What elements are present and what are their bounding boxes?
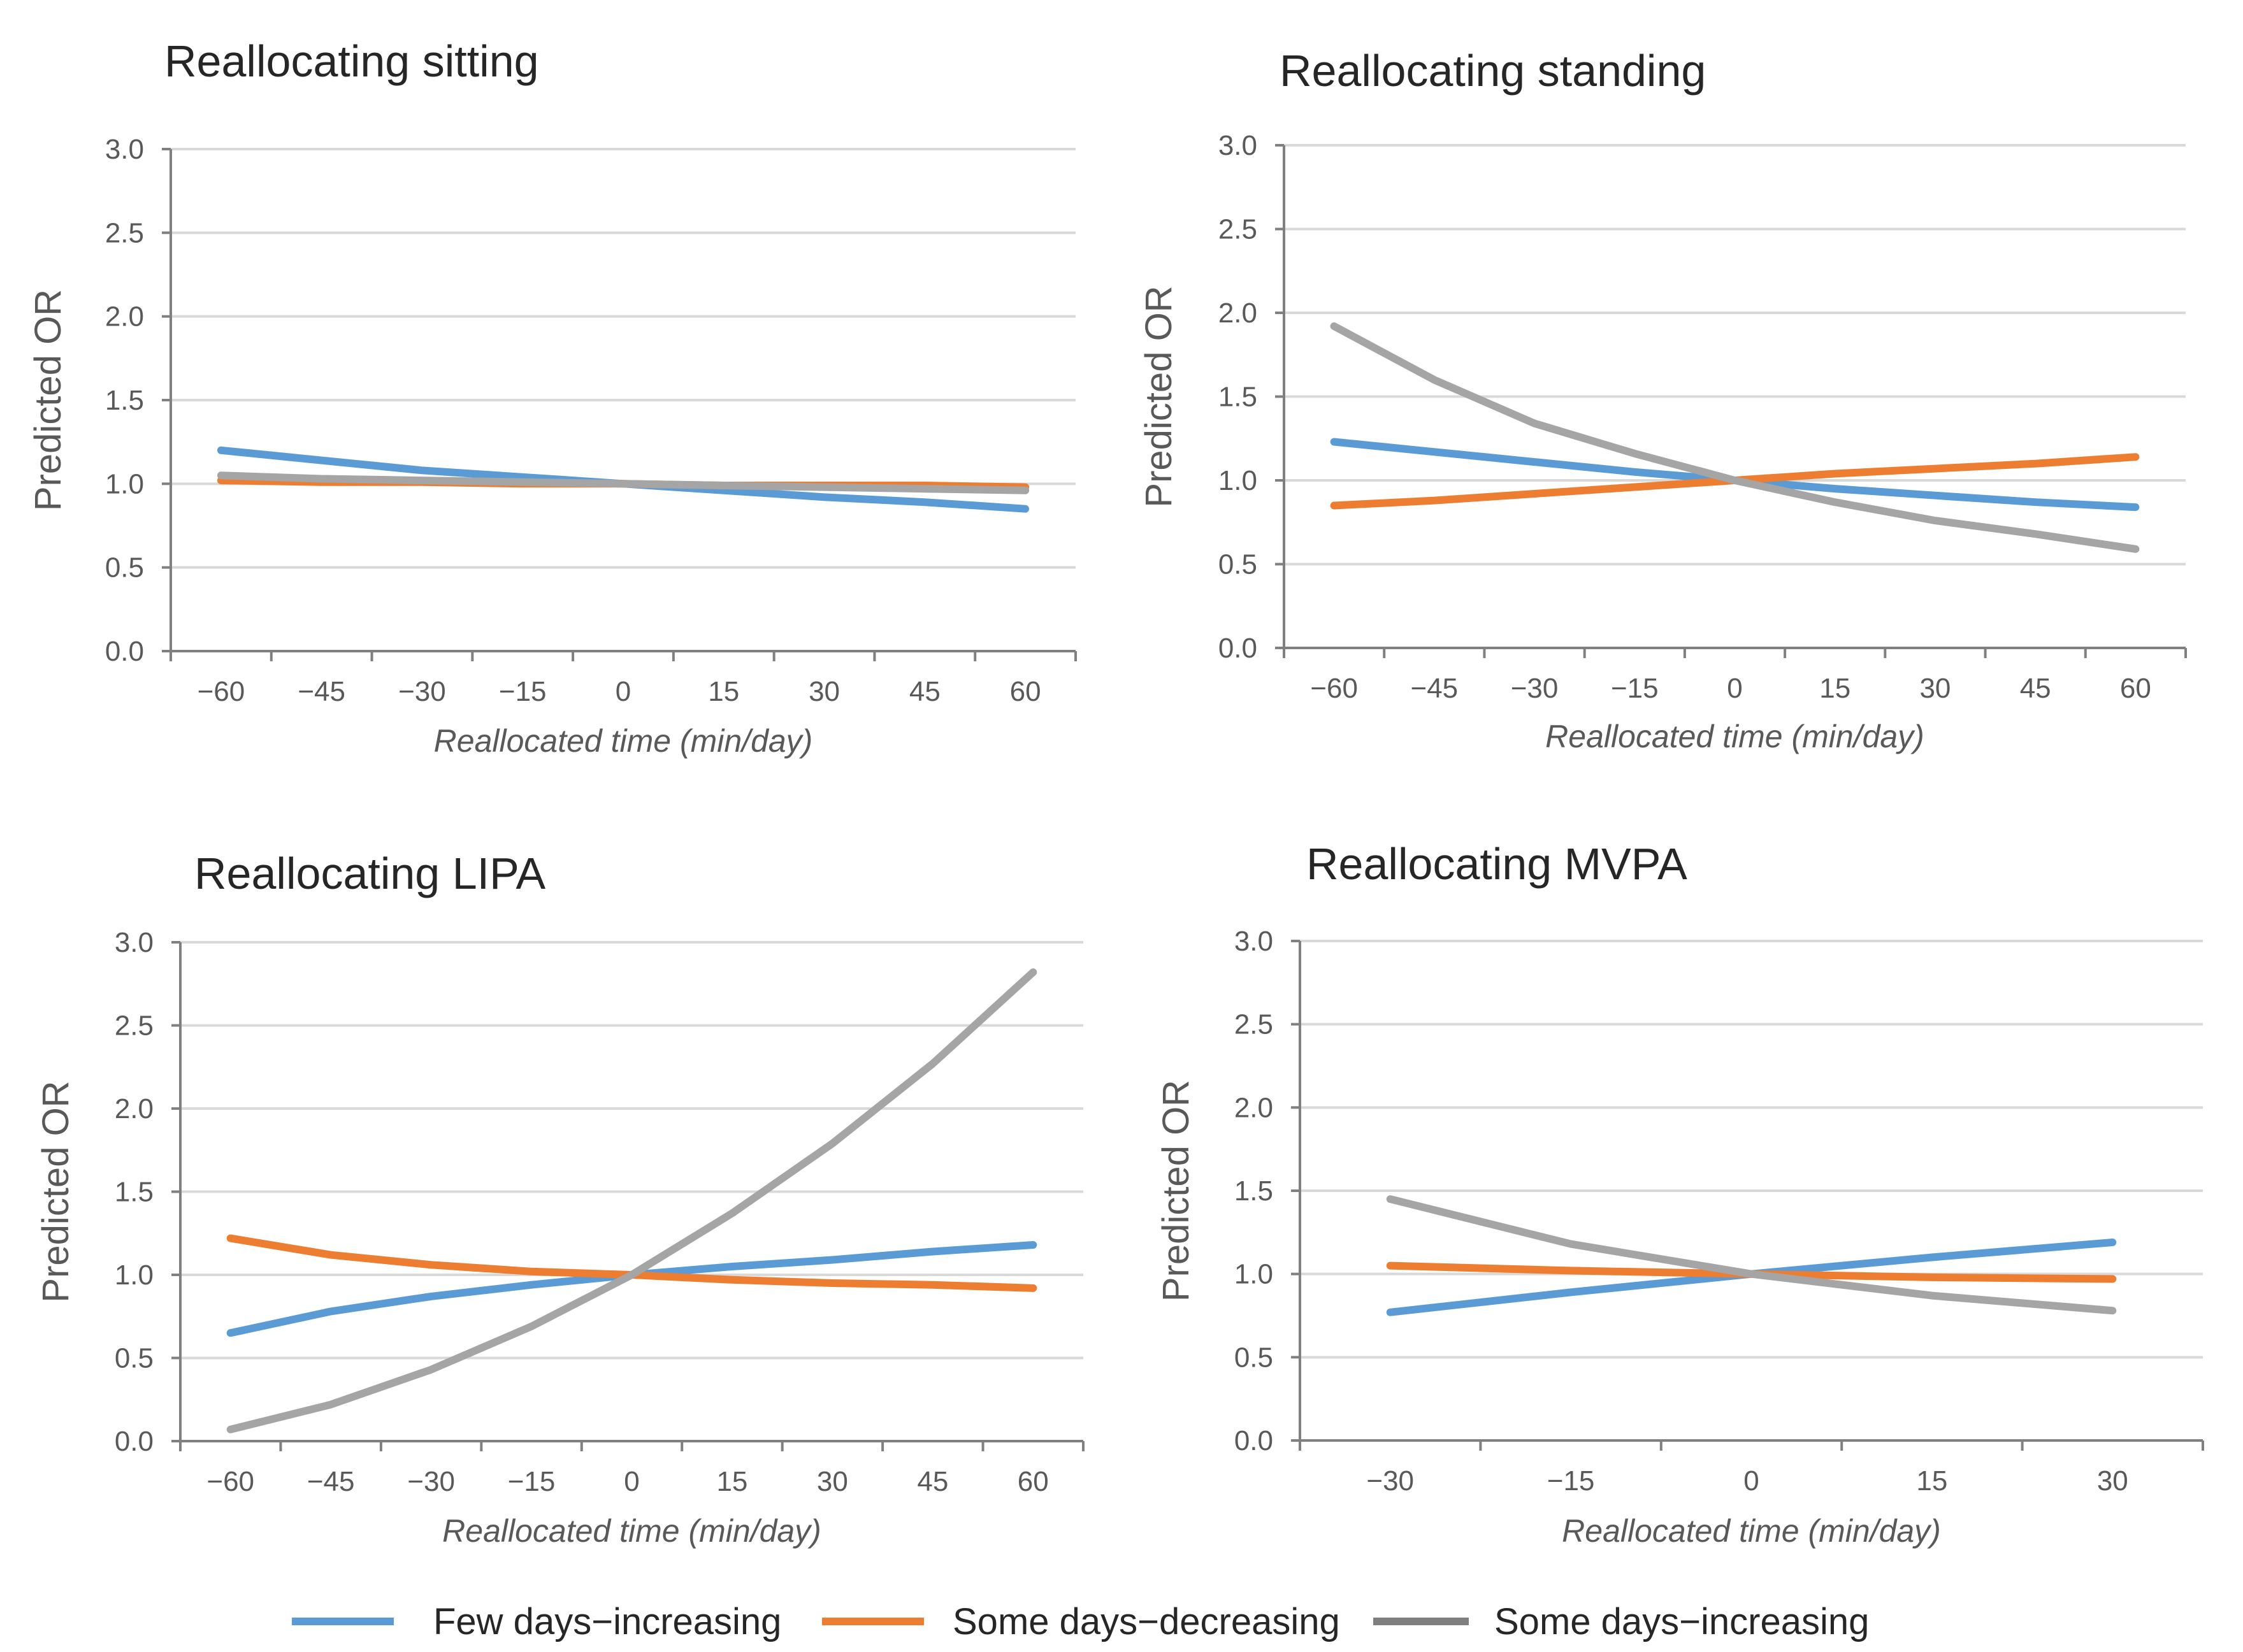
y-axis-label: Predicted OR <box>27 289 69 511</box>
series-line-3 <box>1330 322 2140 553</box>
chart-title: Reallocating LIPA <box>194 849 546 898</box>
x-tick-label: −30 <box>1366 1465 1414 1497</box>
y-tick-label: 1.5 <box>105 385 144 416</box>
y-tick-label: 0.5 <box>1218 549 1257 580</box>
x-axis-label: Reallocated time (min/day) <box>442 1513 821 1549</box>
x-tick-label: −30 <box>1511 673 1559 704</box>
y-tick-label: 0.5 <box>105 552 144 584</box>
y-tick-label: 1.0 <box>1234 1259 1273 1290</box>
y-tick-label: 2.0 <box>115 1093 154 1124</box>
x-tick-label: 45 <box>917 1466 948 1497</box>
chart-panel-1: Reallocating sitting 0.0 0.5 1.0 1.5 2.0 2.5 3.… <box>27 36 1077 759</box>
y-tick-label: 3.0 <box>1234 926 1273 957</box>
x-tick-label: −15 <box>508 1466 556 1497</box>
x-tick-label: 15 <box>708 676 739 707</box>
x-tick-label: 30 <box>2097 1465 2128 1497</box>
series-line-3 <box>217 471 1030 494</box>
legend-label: Few days−increasing <box>433 1601 781 1642</box>
x-tick-label: 60 <box>1018 1466 1049 1497</box>
x-axis-label: Reallocated time (min/day) <box>434 723 813 759</box>
y-axis-label: Predicted OR <box>1138 285 1179 507</box>
chart-panels: Reallocating sitting 0.0 0.5 1.0 1.5 2.0 2.5 3.… <box>27 36 2204 1549</box>
legend-label: Some days−decreasing <box>953 1601 1340 1642</box>
x-tick-label: 30 <box>809 676 840 707</box>
x-tick-label: −60 <box>206 1466 254 1497</box>
x-tick-label: −45 <box>1411 673 1459 704</box>
y-tick-label: 0.0 <box>1234 1425 1273 1456</box>
x-tick-label: −60 <box>1310 673 1358 704</box>
x-tick-label: 0 <box>624 1466 639 1497</box>
y-tick-label: 3.0 <box>105 134 144 165</box>
x-tick-label: 0 <box>1727 673 1742 704</box>
x-tick-label: 15 <box>1916 1465 1947 1497</box>
x-tick-label: −30 <box>407 1466 455 1497</box>
x-tick-label: 30 <box>817 1466 848 1497</box>
x-tick-label: 60 <box>1010 676 1041 707</box>
legend: Few days−increasing Some days−decreasing S… <box>292 1601 1869 1642</box>
y-tick-label: 2.5 <box>1234 1009 1273 1040</box>
y-tick-label: 0.5 <box>1234 1342 1273 1373</box>
series-line-3 <box>226 968 1037 1433</box>
x-tick-label: −15 <box>1611 673 1659 704</box>
series-line-3 <box>1386 1195 2117 1315</box>
y-tick-label: 0.0 <box>105 636 144 667</box>
y-tick-label: 1.5 <box>115 1177 154 1208</box>
chart-title: Reallocating MVPA <box>1306 839 1687 889</box>
x-tick-label: 30 <box>1919 673 1951 704</box>
chart-panel-2: Reallocating standing 0.0 0.5 1.0 1.5 2.0 2.5 3… <box>1138 46 2187 754</box>
chart-title: Reallocating standing <box>1280 46 1706 96</box>
y-tick-label: 2.0 <box>1234 1092 1273 1123</box>
x-tick-label: 45 <box>909 676 941 707</box>
x-tick-label: 0 <box>1743 1465 1759 1497</box>
x-tick-label: 45 <box>2020 673 2051 704</box>
legend-item: Some days−decreasing <box>822 1601 1340 1642</box>
x-tick-label: −15 <box>1547 1465 1595 1497</box>
y-tick-label: 1.5 <box>1234 1175 1273 1207</box>
x-tick-label: 15 <box>1819 673 1850 704</box>
y-tick-label: 1.0 <box>115 1260 154 1291</box>
x-tick-label: −15 <box>499 676 547 707</box>
x-tick-label: −45 <box>298 676 345 707</box>
chart-title: Reallocating sitting <box>164 36 539 86</box>
y-tick-label: 1.0 <box>105 468 144 499</box>
y-tick-label: 1.0 <box>1218 465 1257 496</box>
y-tick-label: 2.5 <box>1218 214 1257 245</box>
y-axis-label: Predicted OR <box>35 1081 76 1302</box>
legend-label: Some days−increasing <box>1494 1601 1869 1642</box>
x-tick-label: 60 <box>2120 673 2151 704</box>
y-tick-label: 2.0 <box>105 301 144 333</box>
legend-item: Some days−increasing <box>1373 1601 1869 1642</box>
y-axis-label: Predicted OR <box>1155 1080 1197 1302</box>
y-tick-label: 2.5 <box>105 217 144 248</box>
legend-item: Few days−increasing <box>292 1601 781 1642</box>
x-tick-label: −30 <box>398 676 446 707</box>
x-tick-label: −60 <box>198 676 245 707</box>
x-axis-label: Reallocated time (min/day) <box>1562 1513 1941 1549</box>
y-tick-label: 0.0 <box>1218 633 1257 664</box>
y-tick-label: 3.0 <box>115 927 154 958</box>
y-tick-label: 0.5 <box>115 1343 154 1374</box>
y-tick-label: 1.5 <box>1218 382 1257 413</box>
y-tick-label: 2.0 <box>1218 298 1257 329</box>
chart-panel-4: Reallocating MVPA 0.0 0.5 1.0 1.5 2.0 2.5 3.0 −3… <box>1155 839 2204 1549</box>
x-tick-label: −45 <box>307 1466 355 1497</box>
y-tick-label: 2.5 <box>115 1010 154 1042</box>
y-tick-label: 0.0 <box>115 1426 154 1457</box>
chart-panel-3: Reallocating LIPA 0.0 0.5 1.0 1.5 2.0 2.5 3.0 −6… <box>35 849 1085 1549</box>
x-axis-label: Reallocated time (min/day) <box>1545 719 1924 754</box>
x-tick-label: 15 <box>716 1466 747 1497</box>
y-tick-label: 3.0 <box>1218 130 1257 161</box>
x-tick-label: 0 <box>616 676 631 707</box>
series-line-2 <box>226 1234 1037 1292</box>
